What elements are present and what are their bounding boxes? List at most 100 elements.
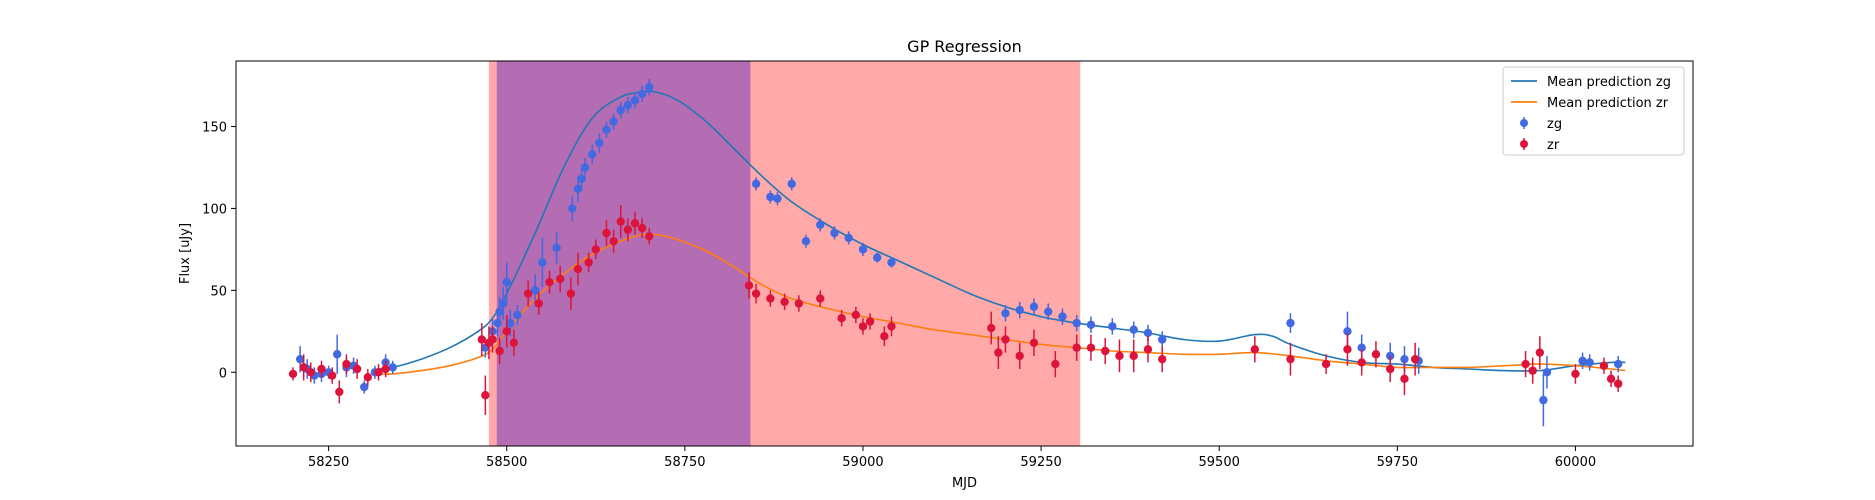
point-zr xyxy=(1606,374,1616,384)
point-zr xyxy=(509,338,519,347)
line-mean-prediction-zr xyxy=(378,233,1626,375)
legend-label-1: Mean prediction zr xyxy=(1547,96,1669,111)
point-zr xyxy=(1343,345,1352,354)
point-zr xyxy=(317,364,326,374)
point-zg xyxy=(623,101,633,110)
point-zg xyxy=(502,277,511,287)
point-zr xyxy=(1321,359,1331,369)
x-tick-label: 59000 xyxy=(842,455,883,470)
plot-frame xyxy=(235,60,1694,447)
point-zg xyxy=(538,258,547,267)
point-zr xyxy=(534,299,543,308)
point-zr xyxy=(545,277,554,287)
point-zr xyxy=(1410,354,1420,364)
point-zg xyxy=(595,138,604,148)
y-tick-label: 0 xyxy=(219,366,227,381)
point-zr xyxy=(488,335,497,344)
point-zg xyxy=(332,350,342,359)
point-zr xyxy=(481,391,490,400)
point-zr xyxy=(584,258,593,267)
point-zg xyxy=(1143,328,1153,338)
point-zg xyxy=(1058,312,1067,321)
point-zg xyxy=(637,89,647,98)
point-zg xyxy=(568,204,577,213)
point-zg xyxy=(1343,327,1352,336)
point-zr xyxy=(1371,350,1381,359)
point-zr xyxy=(523,289,533,298)
point-zr xyxy=(637,223,647,233)
point-zg xyxy=(773,194,782,203)
point-zg xyxy=(1072,318,1081,328)
point-zr xyxy=(1286,354,1295,364)
prediction-lines xyxy=(378,90,1626,375)
x-tick-label: 59750 xyxy=(1377,455,1418,470)
point-zg xyxy=(498,299,508,308)
point-zr xyxy=(645,232,654,241)
point-zg xyxy=(552,243,561,252)
point-zg xyxy=(531,286,540,295)
point-zg xyxy=(1585,358,1594,367)
point-zr xyxy=(851,310,861,320)
point-zr xyxy=(477,335,487,344)
y-tick-label: 150 xyxy=(202,121,227,136)
point-zr xyxy=(1143,345,1153,354)
point-zr xyxy=(987,323,996,333)
point-zr xyxy=(306,368,316,377)
point-zg xyxy=(1539,395,1548,405)
point-zr xyxy=(1086,343,1096,352)
legend-swatch-3 xyxy=(1520,140,1528,148)
point-zg xyxy=(609,117,618,126)
point-zr xyxy=(288,369,298,379)
point-zg xyxy=(495,307,504,316)
legend-label-3: zr xyxy=(1547,138,1560,153)
point-zg xyxy=(766,192,775,202)
point-zr xyxy=(352,364,362,374)
point-zr xyxy=(616,217,625,226)
point-zr xyxy=(381,364,390,374)
point-zg xyxy=(1001,309,1010,318)
point-zr xyxy=(858,322,868,331)
chart-title: GP Regression xyxy=(907,37,1022,56)
point-zr xyxy=(1528,366,1537,375)
point-zr xyxy=(887,322,896,331)
point-zg xyxy=(513,310,522,320)
point-zg xyxy=(1086,320,1096,329)
point-zg xyxy=(577,174,586,184)
data-points xyxy=(288,79,1623,427)
point-zg xyxy=(1129,325,1138,334)
legend-label-0: Mean prediction zg xyxy=(1547,75,1671,90)
point-zg xyxy=(801,237,811,246)
point-zr xyxy=(1613,379,1623,388)
point-zr xyxy=(1051,359,1060,369)
point-zr xyxy=(335,387,344,397)
point-zr xyxy=(880,332,889,341)
point-zg xyxy=(1044,307,1053,316)
point-zg xyxy=(1613,359,1623,369)
point-zr xyxy=(495,346,504,356)
point-zr xyxy=(1400,374,1409,384)
point-zg xyxy=(844,233,853,243)
point-zr xyxy=(780,297,789,307)
point-zg xyxy=(751,179,761,189)
point-zr xyxy=(1386,364,1395,374)
point-zr xyxy=(1029,338,1039,347)
point-zg xyxy=(588,150,597,159)
point-zr xyxy=(573,264,583,274)
point-zg xyxy=(830,228,839,238)
point-zr xyxy=(1521,359,1530,369)
point-zr xyxy=(1015,351,1024,361)
point-zg xyxy=(1158,335,1167,344)
point-zg xyxy=(616,105,625,115)
point-zg xyxy=(506,318,515,328)
y-tick-label: 100 xyxy=(202,202,227,217)
legend-box xyxy=(1502,66,1685,156)
x-axis-label: MJD xyxy=(952,476,977,491)
point-zr xyxy=(816,294,825,303)
point-zr xyxy=(374,368,383,377)
point-zr xyxy=(299,363,308,372)
point-zg xyxy=(580,163,590,172)
point-zr xyxy=(1599,361,1609,370)
point-zr xyxy=(766,294,775,303)
point-zr xyxy=(1115,351,1124,361)
